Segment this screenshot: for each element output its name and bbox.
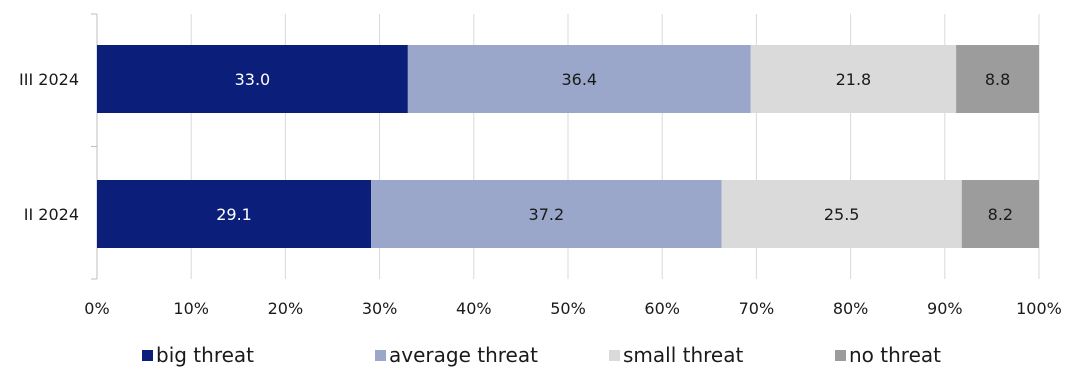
data-label: 37.2	[529, 205, 565, 224]
data-label: 8.8	[985, 70, 1010, 89]
category-axis	[91, 13, 98, 280]
x-tick-label: 0%	[84, 299, 109, 318]
x-tick-label: 100%	[1016, 299, 1062, 318]
category-label: II 2024	[24, 205, 79, 224]
legend-label: big threat	[156, 343, 254, 367]
bar-segment	[407, 45, 751, 113]
x-tick-label: 30%	[362, 299, 398, 318]
data-label: 8.2	[988, 205, 1013, 224]
data-label: 25.5	[824, 205, 860, 224]
data-label: 21.8	[836, 70, 872, 89]
data-label: 36.4	[561, 70, 597, 89]
category-labels: III 2024 II 2024	[19, 70, 79, 224]
bar-segment	[750, 45, 957, 113]
x-tick-label: 50%	[550, 299, 586, 318]
bar-segment	[97, 180, 372, 248]
bar-segment	[956, 45, 1039, 113]
x-tick-labels: 0% 10% 20% 30% 40% 50% 60% 70% 80% 90% 100%	[84, 299, 1062, 318]
x-tick-label: 60%	[644, 299, 680, 318]
category-label: III 2024	[19, 70, 79, 89]
x-tick-label: 70%	[739, 299, 775, 318]
bar-segment	[721, 180, 962, 248]
legend-label: no threat	[849, 343, 941, 367]
legend-swatch	[609, 350, 620, 361]
legend-swatch	[375, 350, 386, 361]
data-label: 33.0	[235, 70, 271, 89]
data-label: 29.1	[216, 205, 252, 224]
bars: 33.0 36.4 21.8 8.8 29.1 37.2 25.5 8.2	[97, 45, 1039, 248]
x-tick-label: 40%	[456, 299, 492, 318]
x-tick-label: 90%	[927, 299, 963, 318]
x-tick-label: 20%	[268, 299, 304, 318]
bar-segment	[961, 180, 1039, 248]
bar-segment	[97, 45, 408, 113]
x-tick-label: 80%	[833, 299, 869, 318]
legend: big threat average threat small threat no t…	[142, 343, 941, 367]
legend-swatch	[142, 350, 153, 361]
legend-label: small threat	[623, 343, 743, 367]
legend-label: average threat	[389, 343, 538, 367]
legend-swatch	[835, 350, 846, 361]
bar-segment	[371, 180, 722, 248]
x-tick-label: 10%	[173, 299, 209, 318]
